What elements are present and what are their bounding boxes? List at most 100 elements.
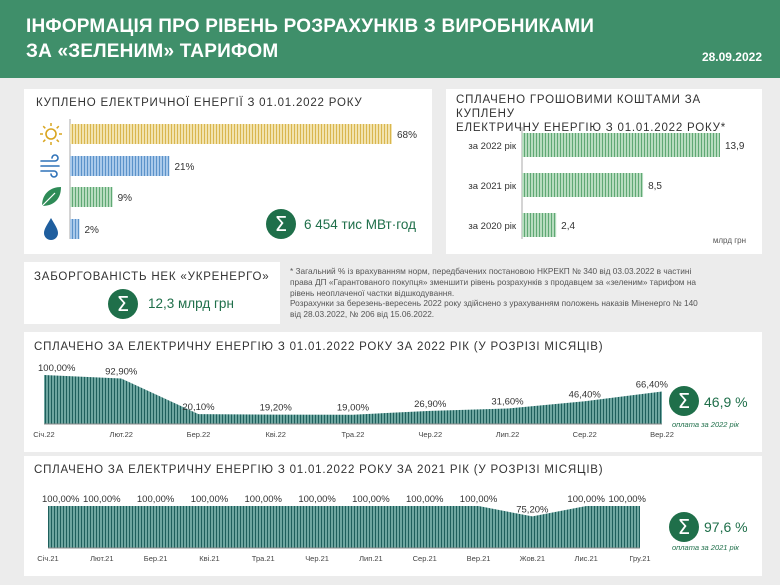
energy-bar-label: 2%	[84, 225, 99, 236]
money-bar	[522, 213, 557, 237]
tick-label: Сер.21	[413, 554, 437, 563]
data-label: 100,00%	[352, 494, 390, 505]
monthly-2022-panel: СПЛАЧЕНО ЗА ЕЛЕКТРИЧНУ ЕНЕРГІЮ З 01.01.2…	[24, 332, 762, 452]
data-label: 31,60%	[491, 397, 524, 408]
tick-label: Січ.21	[37, 554, 58, 563]
money-category-label: за 2021 рік	[468, 181, 516, 192]
monthly-2022-total: 46,9 %	[704, 394, 748, 410]
energy-bar-label: 68%	[397, 130, 417, 141]
tick-label: Лип.21	[359, 554, 383, 563]
data-label: 20,10%	[182, 402, 215, 413]
sum-icon: Σ	[108, 289, 138, 319]
debt-title: ЗАБОРГОВАНІСТЬ НЕК «УКРЕНЕРГО»	[34, 271, 270, 283]
report-date: 28.09.2022	[701, 50, 762, 64]
money-category-label: за 2020 рік	[468, 221, 516, 232]
data-label: 100,00%	[245, 494, 283, 505]
tick-label: Кві.22	[266, 430, 286, 439]
page-title-line1: ІНФОРМАЦІЯ ПРО РІВЕНЬ РОЗРАХУНКІВ З ВИРО…	[26, 16, 595, 37]
tick-label: Січ.22	[33, 430, 54, 439]
energy-bar	[70, 156, 170, 176]
monthly-2022-chart: 100,00% Січ.22 92,90% Лют.22 20,10% Бер.22 19,…	[33, 363, 674, 439]
leaf-icon	[41, 187, 61, 207]
data-label: 92,90%	[105, 366, 138, 377]
debt-value: 12,3 млрд грн	[148, 296, 234, 311]
monthly-2021-caption: оплата за 2021 рік	[672, 543, 739, 552]
money-bar	[522, 133, 720, 157]
monthly-2021-total: 97,6 %	[704, 519, 748, 535]
sum-icon: Σ	[669, 386, 699, 416]
tick-label: Вер.21	[467, 554, 491, 563]
money-unit-label: млрд грн	[713, 236, 746, 245]
data-label: 46,40%	[569, 389, 602, 400]
sun-icon	[40, 123, 62, 145]
wind-icon	[40, 154, 60, 178]
tick-label: Лют.21	[90, 554, 113, 563]
energy-bar	[70, 187, 113, 207]
monthly-2021-panel: СПЛАЧЕНО ЗА ЕЛЕКТРИЧНУ ЕНЕРГІЮ З 01.01.2…	[24, 456, 762, 576]
data-label: 75,20%	[516, 504, 549, 515]
energy-bar-label: 21%	[174, 162, 194, 173]
sum-icon: Σ	[669, 512, 699, 542]
tick-label: Бер.22	[187, 430, 211, 439]
money-bar-label: 8,5	[648, 181, 662, 192]
money-bar-label: 2,4	[561, 221, 575, 232]
money-category-label: за 2022 рік	[468, 141, 516, 152]
monthly-2021-chart: 100,00% Січ.21 100,00% Лют.21 100,00% Бер.21 1…	[37, 494, 650, 563]
paid-money-chart: за 2022 рік 13,9 за 2021 рік 8,5 за 2020 рік…	[468, 127, 746, 245]
data-label: 100,00%	[608, 494, 646, 505]
tick-label: Лют.22	[110, 430, 133, 439]
paid-money-title: СПЛАЧЕНО ГРОШОВИМИ КОШТАМИ ЗА КУПЛЕНУ ЕЛ…	[456, 93, 762, 135]
monthly-2022-caption: оплата за 2022 рік	[672, 420, 739, 429]
purchased-energy-title: КУПЛЕНО ЕЛЕКТРИЧНОЇ ЕНЕРГІЇ З 01.01.2022…	[36, 97, 363, 109]
paid-money-title-line1: СПЛАЧЕНО ГРОШОВИМИ КОШТАМИ ЗА КУПЛЕНУ	[456, 94, 701, 120]
page-title-line2: ЗА «ЗЕЛЕНИМ» ТАРИФОМ	[26, 41, 279, 62]
data-label: 100,00%	[567, 494, 605, 505]
area-series	[44, 375, 662, 424]
data-label: 100,00%	[406, 494, 444, 505]
data-label: 100,00%	[38, 363, 76, 374]
data-label: 66,40%	[636, 379, 669, 390]
tick-label: Вер.22	[650, 430, 674, 439]
data-label: 100,00%	[83, 494, 121, 505]
sum-icon: Σ	[266, 209, 296, 239]
energy-bar	[70, 124, 392, 144]
tick-label: Тра.22	[342, 430, 365, 439]
money-bar-label: 13,9	[725, 141, 745, 152]
tick-label: Лис.21	[575, 554, 598, 563]
footnote-line: Розрахунки за березень-вересень 2022 рок…	[290, 298, 698, 309]
tick-label: Жов.21	[520, 554, 545, 563]
data-label: 100,00%	[298, 494, 336, 505]
page-title: ІНФОРМАЦІЯ ПРО РІВЕНЬ РОЗРАХУНКІВ З ВИРО…	[26, 14, 626, 64]
tick-label: Чер.21	[305, 554, 329, 563]
tick-label: Тра.21	[252, 554, 275, 563]
data-label: 19,20%	[260, 403, 293, 414]
monthly-2021-title: СПЛАЧЕНО ЗА ЕЛЕКТРИЧНУ ЕНЕРГІЮ З 01.01.2…	[34, 464, 604, 476]
money-bar	[522, 173, 644, 197]
debt-panel: ЗАБОРГОВАНІСТЬ НЕК «УКРЕНЕРГО» Σ 12,3 мл…	[24, 262, 280, 324]
footnote-line: рівень неоплаченої частки відшкодування.	[290, 287, 455, 298]
tick-label: Бер.21	[144, 554, 168, 563]
data-label: 100,00%	[191, 494, 229, 505]
area-series	[48, 506, 640, 548]
footnote-line: * Загальний % із врахуванням норм, перед…	[290, 266, 692, 276]
paid-money-panel: СПЛАЧЕНО ГРОШОВИМИ КОШТАМИ ЗА КУПЛЕНУ ЕЛ…	[446, 89, 762, 254]
energy-bar-label: 9%	[118, 193, 133, 204]
footnote-line: права ДП «Гарантованого покупця» зменшит…	[290, 276, 697, 287]
tick-label: Сер.22	[573, 430, 597, 439]
energy-mix-chart: 68% 21% 9% 2%	[40, 119, 417, 240]
tick-label: Чер.22	[418, 430, 442, 439]
energy-bar	[70, 219, 80, 239]
data-label: 26,90%	[414, 399, 447, 410]
purchased-total: 6 454 тис МВт·год	[304, 217, 416, 232]
header-banner: ІНФОРМАЦІЯ ПРО РІВЕНЬ РОЗРАХУНКІВ З ВИРО…	[0, 0, 780, 78]
data-label: 100,00%	[460, 494, 498, 505]
data-label: 19,00%	[337, 403, 370, 414]
tick-label: Гру.21	[629, 554, 650, 563]
tick-label: Кві.21	[199, 554, 219, 563]
data-label: 100,00%	[42, 494, 80, 505]
tick-label: Лип.22	[496, 430, 520, 439]
paid-money-title-line2: ЕЛЕКТРИЧНУ ЕНЕРГІЮ З 01.01.2022 РОКУ*	[456, 122, 727, 134]
water-drop-icon	[44, 218, 58, 240]
purchased-energy-panel: КУПЛЕНО ЕЛЕКТРИЧНОЇ ЕНЕРГІЇ З 01.01.2022…	[24, 89, 432, 254]
monthly-2022-title: СПЛАЧЕНО ЗА ЕЛЕКТРИЧНУ ЕНЕРГІЮ З 01.01.2…	[34, 341, 604, 353]
